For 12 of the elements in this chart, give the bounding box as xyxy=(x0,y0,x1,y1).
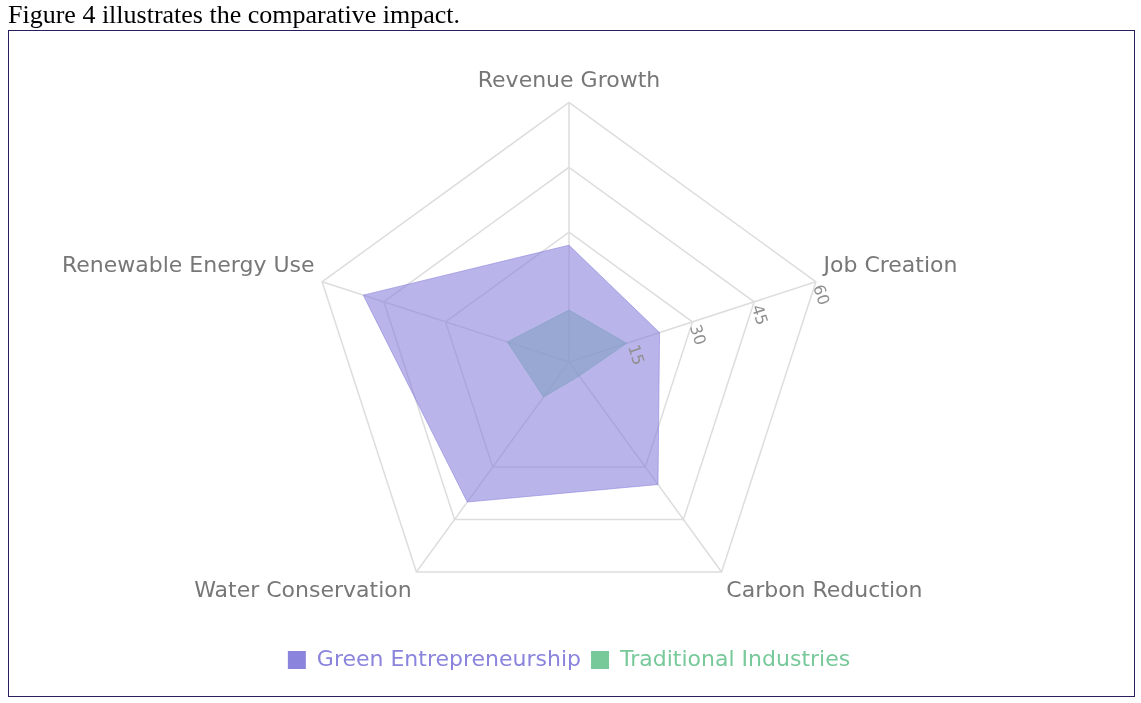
spoke-label: Carbon Reduction xyxy=(726,577,923,603)
y-tick-label: 30 xyxy=(685,322,711,348)
y-tick-label: 15 xyxy=(624,342,649,368)
spoke-label: Water Conservation xyxy=(194,577,412,603)
legend-label: Green Entrepreneurship xyxy=(316,645,582,671)
y-tick-label: 45 xyxy=(747,302,772,328)
spoke-label: Revenue Growth xyxy=(477,66,661,92)
legend-label: Traditional Industries xyxy=(619,645,851,671)
y-tick-label: 60 xyxy=(809,282,834,308)
chart-subtitle: Figure 4 illustrates the comparative impact. xyxy=(8,0,461,30)
spoke-label: Job Creation xyxy=(821,251,958,277)
spoke-label: Renewable Energy Use xyxy=(61,251,315,277)
